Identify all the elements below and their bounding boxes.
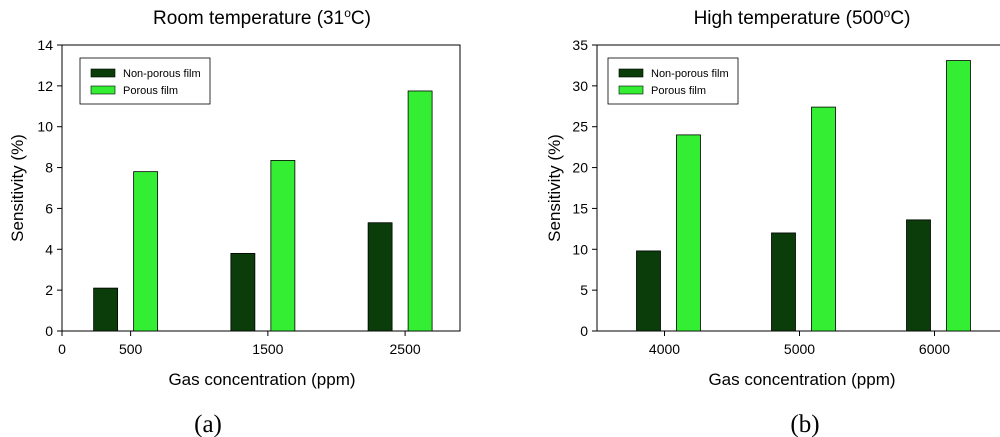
y-tick-label-b-1: 5	[580, 282, 588, 298]
y-tick-label-a-2: 4	[45, 241, 53, 257]
x-tick-label-a-0: 0	[58, 341, 66, 357]
bar-b-nonporous-5000	[771, 232, 796, 332]
y-tick-label-b-3: 15	[572, 200, 588, 216]
legend-label-porous-a: Porous film	[123, 85, 178, 97]
x-tick-label-b-0: 4000	[649, 341, 680, 357]
y-tick-label-a-7: 14	[37, 37, 53, 53]
bar-b-nonporous-6000	[906, 219, 931, 332]
x-tick-label-b-2: 6000	[919, 341, 950, 357]
legend-swatch-porous-b	[618, 85, 644, 95]
plot-area-a	[61, 44, 461, 332]
chart-panel-a: Room temperature (31oC) 0 2 4 6 8 10 12 14 0 500 1…	[8, 6, 461, 437]
x-tick-label-b-1: 5000	[784, 341, 815, 357]
y-tick-label-b-4: 20	[572, 160, 588, 176]
y-tick-label-a-0: 0	[45, 323, 53, 339]
chart-panel-b: High temperature (500oC) 0 5 10 15 20 25 30 35 4…	[545, 6, 1000, 437]
y-tick-label-a-1: 2	[45, 282, 53, 298]
bar-a-nonporous-1500	[230, 252, 256, 332]
x-tick-label-a-2: 1500	[252, 341, 283, 357]
bar-a-nonporous-500	[93, 287, 119, 332]
y-tick-label-a-4: 8	[45, 160, 53, 176]
y-tick-label-b-6: 30	[572, 78, 588, 94]
x-axis-label-a: Gas concentration (ppm)	[168, 370, 355, 389]
y-tick-label-b-5: 25	[572, 119, 588, 135]
legend-a: Non-porous film Porous film	[79, 57, 211, 105]
bar-a-nonporous-2500	[367, 222, 393, 332]
panel-label-a: (a)	[194, 411, 222, 437]
legend-label-nonporous-a: Non-porous film	[123, 68, 201, 80]
legend-swatch-nonporous-a	[90, 68, 116, 78]
panel-label-b: (b)	[790, 411, 819, 437]
bar-b-nonporous-4000	[636, 250, 661, 332]
bar-b-porous-4000	[676, 134, 701, 332]
bar-b-porous-5000	[811, 106, 836, 332]
legend-label-nonporous-b: Non-porous film	[651, 68, 729, 80]
y-tick-label-a-5: 10	[37, 119, 53, 135]
x-tick-label-a-3: 2500	[390, 341, 421, 357]
legend-swatch-porous-a	[90, 85, 116, 95]
y-tick-label-a-3: 6	[45, 200, 53, 216]
y-tick-label-b-2: 10	[572, 241, 588, 257]
y-tick-label-b-0: 0	[580, 323, 588, 339]
bar-a-porous-1500	[270, 160, 296, 332]
legend-box-b	[607, 57, 739, 105]
y-axis-label-a: Sensitivity (%)	[8, 134, 27, 242]
bar-b-porous-6000	[946, 60, 971, 332]
legend-label-porous-b: Porous film	[651, 85, 706, 97]
legend-swatch-nonporous-b	[618, 68, 644, 78]
bar-a-porous-2500	[407, 90, 433, 332]
y-axis-label-b: Sensitivity (%)	[545, 134, 564, 242]
x-tick-label-a-1: 500	[119, 341, 143, 357]
x-axis-label-b: Gas concentration (ppm)	[708, 370, 895, 389]
y-tick-label-b-7: 35	[572, 37, 588, 53]
y-tick-label-a-6: 12	[37, 78, 53, 94]
legend-box-a	[79, 57, 211, 105]
chart-title-b: High temperature (500oC)	[694, 6, 911, 29]
legend-b: Non-porous film Porous film	[607, 57, 739, 105]
bar-a-porous-500	[133, 171, 159, 332]
chart-title-a: Room temperature (31oC)	[153, 6, 371, 29]
